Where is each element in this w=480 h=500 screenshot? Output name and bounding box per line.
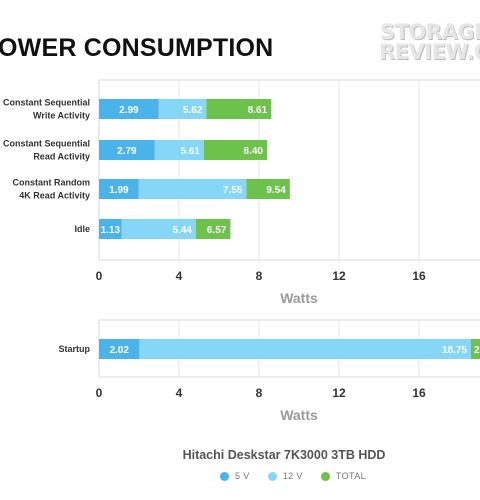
bar-label-total: 8.40	[244, 146, 264, 157]
bar-12v	[139, 339, 471, 359]
x-tick-label: 0	[96, 269, 103, 283]
bar-label-5v: 1.13	[101, 225, 121, 236]
power-chart-main: 0 4 8 12 16 Watts 2.99 5.62 8.61 Constant Sequent…	[3, 79, 480, 306]
bar-5v	[99, 179, 139, 199]
bar-5v	[99, 99, 159, 119]
category-label: 4K Read Activity	[19, 191, 90, 201]
bar-5v	[99, 140, 155, 160]
bar-label-12v: 5.44	[173, 225, 193, 236]
legend-item-total: TOTAL	[320, 471, 367, 481]
bar-12v	[121, 219, 196, 239]
legend-swatch-5v	[220, 471, 229, 481]
bar-label-12v: 5.62	[183, 105, 203, 116]
bar-label-5v: 2.02	[109, 345, 129, 356]
page-title: OWER CONSUMPTION	[0, 34, 274, 62]
legend-swatch-12v	[267, 471, 277, 481]
bar-total	[204, 140, 267, 160]
category-label: Read Activity	[33, 152, 90, 162]
logo-line-1: STORAGE	[380, 22, 480, 44]
legend-item-12v: 12 V	[267, 471, 303, 481]
bar-label-5v: 1.99	[109, 185, 129, 196]
category-label: Constant Random	[13, 178, 91, 188]
bar-label-12v: 7.55	[223, 185, 243, 196]
x-tick-label: 12	[332, 386, 346, 400]
bar-label-5v: 2.79	[117, 146, 137, 157]
category-label: Idle	[74, 224, 90, 234]
category-label: Constant Sequential	[3, 139, 90, 149]
bar-total	[246, 179, 290, 199]
bar-5v	[99, 219, 122, 239]
legend-label-5v: 5 V	[235, 471, 250, 481]
x-tick-label: 16	[412, 386, 426, 400]
bar-label-total: 8.61	[248, 105, 268, 116]
x-tick-label: 8	[256, 386, 263, 400]
bar-label-12v: 5.61	[181, 146, 201, 157]
bar-label-5v: 2.99	[119, 105, 139, 116]
x-tick-label: 4	[176, 386, 183, 400]
bar-12v	[138, 179, 247, 199]
bar-total	[196, 219, 231, 239]
bar-total	[206, 99, 272, 119]
x-tick-label: 4	[176, 269, 183, 283]
legend-swatch-total	[320, 471, 330, 481]
bar-label-total: 6.57	[207, 225, 227, 236]
bar-label-total: 2	[474, 345, 480, 356]
x-tick-label: 0	[96, 386, 103, 400]
legend-label-12v: 12 V	[282, 471, 303, 481]
bar-total	[471, 339, 480, 359]
power-chart-startup: 0 4 8 12 16 Watts 2.02 18.75 2 Startup	[59, 319, 480, 423]
legend-item-5v: 5 V	[220, 471, 250, 481]
legend-title: Hitachi Deskstar 7K3000 3TB HDD	[182, 448, 386, 462]
x-tick-label: 8	[256, 269, 263, 283]
x-tick-label: 16	[412, 269, 426, 283]
category-label: Write Activity	[33, 111, 90, 121]
legend: 5 V 12 V TOTAL	[220, 471, 384, 481]
bar-label-12v: 18.75	[442, 345, 467, 356]
bar-label-total: 9.54	[266, 185, 286, 196]
storagereview-logo: STORAGE REVIEW.COM	[380, 22, 480, 64]
bar-12v	[154, 140, 204, 160]
x-tick-label: 12	[332, 269, 346, 283]
legend-label-total: TOTAL	[335, 471, 367, 481]
x-axis-title: Watts	[280, 290, 318, 306]
x-axis-title: Watts	[280, 407, 318, 423]
logo-line-2: REVIEW.COM	[380, 40, 480, 64]
category-label: Constant Sequential	[3, 98, 90, 108]
bar-5v	[99, 339, 140, 359]
category-label: Startup	[59, 344, 91, 354]
bar-12v	[158, 99, 207, 119]
